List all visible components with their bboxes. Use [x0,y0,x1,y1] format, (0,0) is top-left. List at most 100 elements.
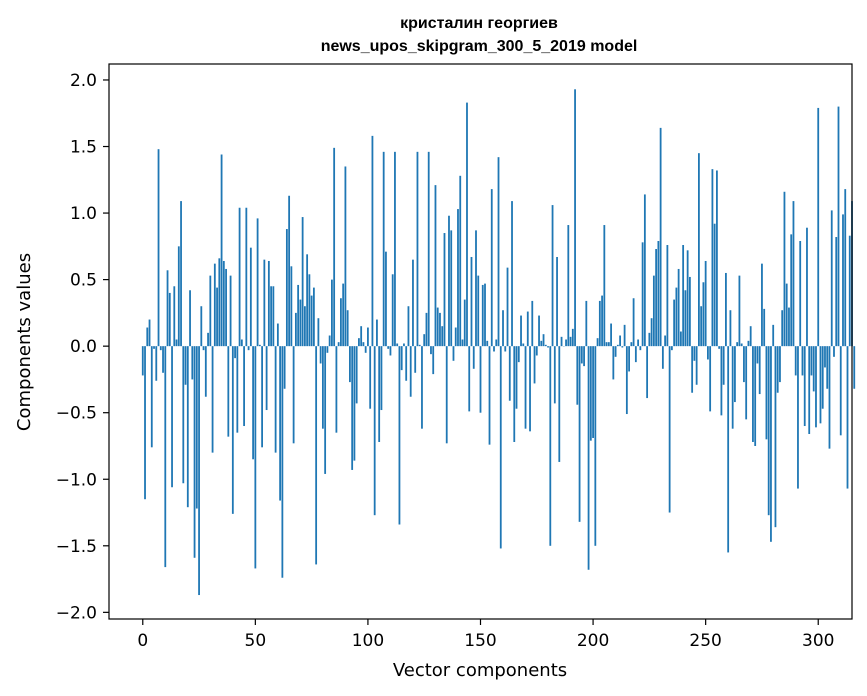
bar [756,346,759,364]
bar [481,284,484,347]
bar [529,346,531,432]
bar [416,151,419,347]
bar [450,230,453,347]
bar [770,346,772,542]
bar [540,340,543,347]
bar [722,346,725,385]
bar [373,346,376,516]
bar [504,346,507,352]
bar [743,346,745,383]
bar [297,284,300,347]
bar [358,338,360,347]
bar [328,335,331,347]
bar [808,346,811,434]
bar [335,346,338,433]
bar [238,207,241,347]
bars-group [141,89,856,596]
bar [758,346,761,395]
bar [216,287,218,347]
bar [227,346,230,437]
bar [193,346,196,558]
bar [508,346,511,401]
bar [522,343,525,347]
bar [725,272,727,347]
bar [288,195,291,347]
bar [200,306,203,347]
bar [317,318,320,347]
bar [511,201,513,347]
bar [704,260,707,347]
bar [569,336,572,347]
bar [763,308,766,347]
bar [695,346,698,385]
chart-subtitle: news_upos_skipgram_300_5_2019 model [321,38,638,55]
bar [285,229,288,347]
bar [243,346,245,427]
bar [326,346,329,353]
bar [657,241,660,347]
bar [445,346,448,444]
bar [718,346,721,349]
bar [367,327,369,347]
bar [344,166,347,347]
bar [470,256,473,347]
bar [355,346,358,404]
bar [472,346,475,369]
bar [333,147,336,347]
bar [506,267,509,347]
bar [815,346,817,428]
bar [616,344,619,347]
bar [427,151,430,347]
bar [448,215,450,347]
bar [542,334,545,347]
bar [670,346,673,351]
bar [263,259,266,347]
bar [425,312,428,347]
bar [486,340,489,347]
bar [558,346,561,462]
bar [412,259,414,347]
bar [283,346,286,389]
bar [394,151,396,347]
bar [182,346,185,484]
bar [466,102,468,347]
bar [526,311,529,347]
bar [337,342,340,347]
bar [693,346,696,361]
bar [612,346,615,380]
bar [803,346,806,427]
bar [432,346,435,375]
bar [292,346,295,444]
bar [578,346,581,522]
bar [535,346,538,356]
bar [281,346,284,578]
bar [380,346,383,411]
bar [752,346,754,442]
bar [731,346,734,429]
bar [331,279,333,347]
bar [459,175,462,347]
bar [463,299,466,347]
bar [434,185,437,347]
bar [648,332,651,347]
bar [783,191,786,347]
bar [490,189,493,347]
bar [666,245,669,347]
bar [414,346,417,373]
bar [303,306,306,347]
bar [605,342,608,347]
bar [312,287,315,347]
bar [299,299,302,347]
x-tick-label: 50 [245,631,267,651]
bar [790,234,793,347]
bar [641,242,644,347]
x-tick-label: 100 [352,631,384,651]
bar [598,300,601,347]
bar [207,332,209,347]
y-tick-label: 2.0 [70,71,97,91]
bar [801,346,804,376]
bar [159,346,162,351]
bar [794,346,797,376]
bar [155,346,158,381]
bar [513,346,516,442]
